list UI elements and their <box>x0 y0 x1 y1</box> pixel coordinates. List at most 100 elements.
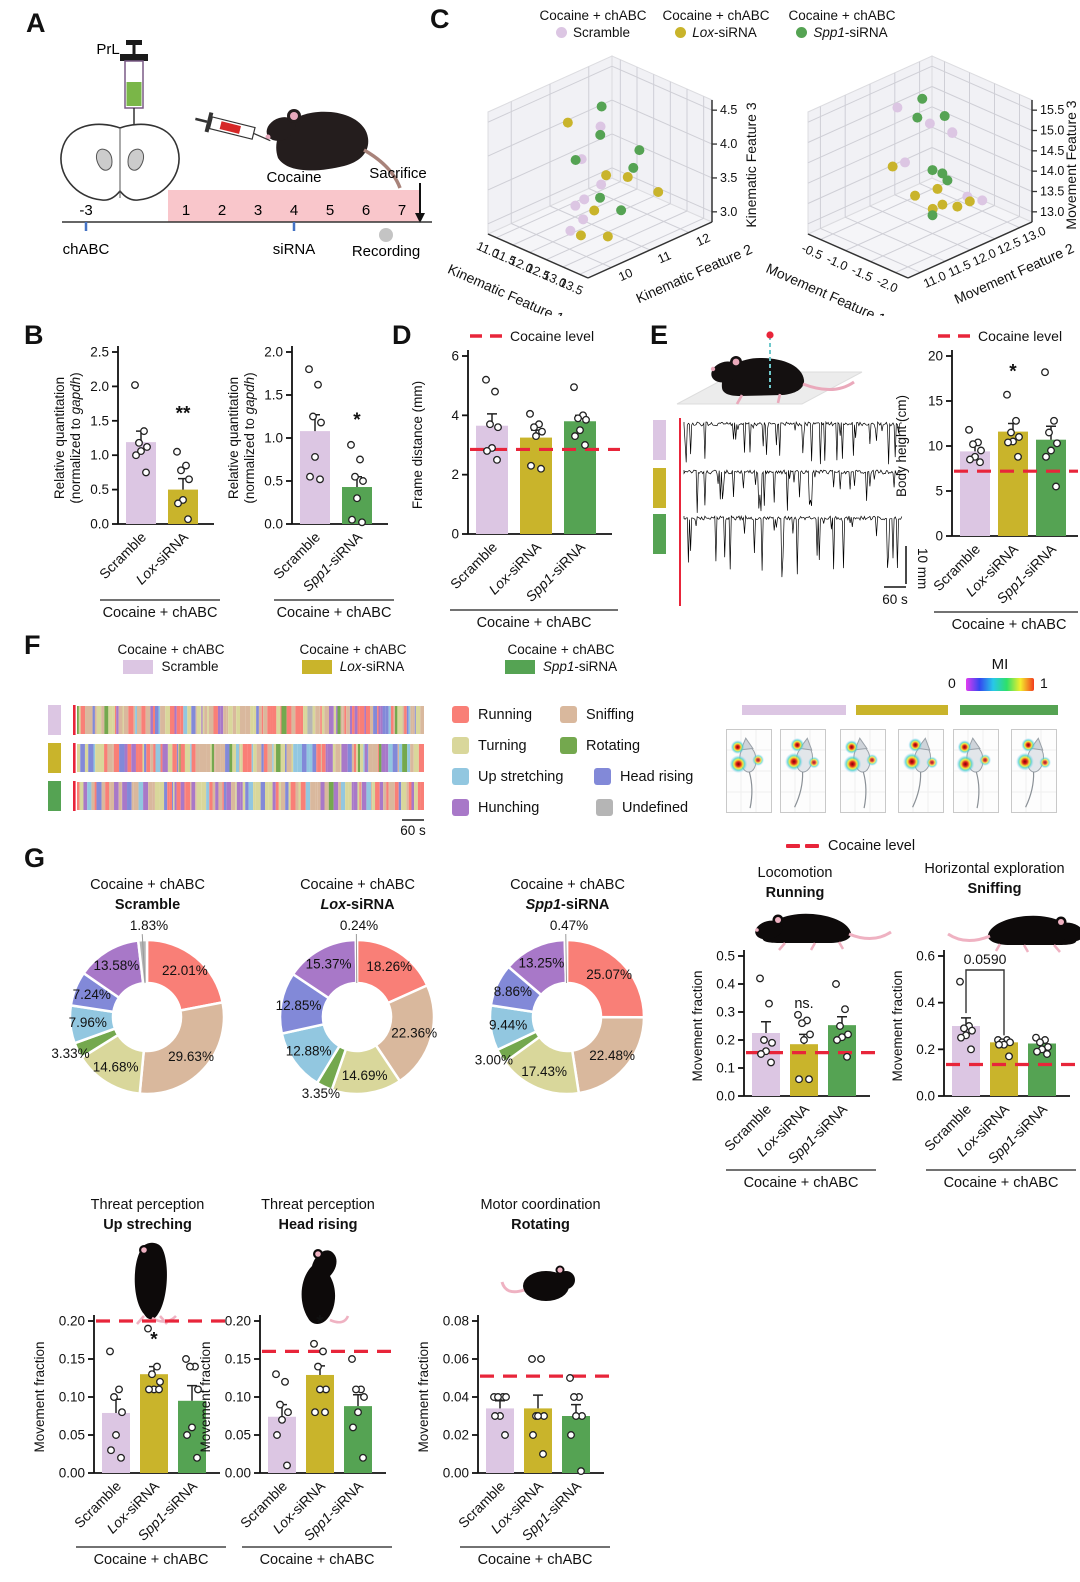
scatter-point <box>570 201 580 211</box>
data-point <box>274 1432 281 1439</box>
data-point <box>483 376 490 383</box>
data-point <box>354 495 361 502</box>
recording-dot-icon <box>379 228 393 242</box>
movement-heatmap <box>898 729 944 813</box>
behavior-donut-lox: 18.26%22.36%14.69%3.35%12.88%12.85%15.37… <box>260 902 455 1119</box>
data-point <box>492 1413 499 1420</box>
day-6: 6 <box>362 202 370 219</box>
svg-text:0.20: 0.20 <box>225 1314 251 1329</box>
svg-text:2.5: 2.5 <box>90 345 109 360</box>
data-point <box>189 1424 196 1431</box>
slice-label: 0.24% <box>340 918 378 933</box>
slice-label: 22.36% <box>391 1025 437 1040</box>
data-point <box>578 1468 585 1475</box>
panel-label-f: F <box>24 630 41 661</box>
svg-text:2.0: 2.0 <box>264 345 283 360</box>
chabc-label: chABC <box>63 241 110 258</box>
data-point <box>766 1000 773 1007</box>
slice-label: 0.47% <box>550 918 588 933</box>
svg-text:13.0: 13.0 <box>1040 205 1064 219</box>
scatter-point <box>653 187 663 197</box>
lox-dot-icon <box>675 27 686 38</box>
data-point <box>116 1386 123 1393</box>
data-point <box>833 981 840 988</box>
legend-rotating: Rotating <box>560 737 640 754</box>
group-condition-label: Cocaine + chABC <box>277 605 392 621</box>
scatter-point <box>616 205 626 215</box>
data-point <box>842 1006 849 1013</box>
data-point <box>144 444 151 451</box>
data-point <box>133 452 140 459</box>
svg-text:13.0: 13.0 <box>1020 224 1048 247</box>
data-point <box>977 459 984 466</box>
bar-Lox-siRNA <box>168 490 198 524</box>
day-3: 3 <box>254 202 262 219</box>
slice-label: 12.88% <box>286 1044 332 1059</box>
bar-Lox-siRNA <box>998 432 1028 536</box>
scatter-point <box>578 214 588 224</box>
small-syringe-icon <box>193 109 274 147</box>
scramble-bar-icon <box>742 705 846 715</box>
legend-turning: Turning <box>452 737 527 754</box>
data-point <box>1013 418 1020 425</box>
row-group-tab <box>48 743 61 773</box>
data-point <box>582 442 589 449</box>
scramble-swatch-icon <box>123 660 153 674</box>
day-minus3: -3 <box>79 202 92 219</box>
significance-label: ns. <box>794 996 813 1012</box>
scatter-point <box>892 103 902 113</box>
data-point <box>573 1413 580 1420</box>
svg-text:2.0: 2.0 <box>90 379 109 394</box>
group-condition-label: Cocaine + chABC <box>944 1175 1059 1191</box>
data-point <box>969 1027 976 1034</box>
legend-group-scramble: Cocaine + chABC Scramble <box>528 8 658 40</box>
kin3d-svg: 11.011.512.012.513.013.51011123.03.54.04… <box>428 42 762 316</box>
prl-label: PrL <box>96 41 119 58</box>
svg-text:4.0: 4.0 <box>720 137 737 151</box>
data-point <box>311 1341 318 1348</box>
svg-text:Movement fraction: Movement fraction <box>690 970 705 1081</box>
scatter-point <box>940 111 950 121</box>
svg-text:Movement fraction: Movement fraction <box>890 970 905 1081</box>
scatter-point <box>912 113 922 123</box>
z-axis-title: Movement Feature 3 <box>1063 100 1079 229</box>
mi-max-label: 1 <box>1040 675 1048 691</box>
data-point <box>318 419 325 426</box>
data-point <box>107 1348 114 1355</box>
data-point <box>1046 429 1053 436</box>
legend-head-rising: Head rising <box>594 768 693 785</box>
svg-text:Relative quantitation: Relative quantitation <box>226 377 241 499</box>
cocaine-level-legend: Cocaine level <box>786 838 915 854</box>
legend-condition: Cocaine + chABC <box>650 8 782 23</box>
data-point <box>484 448 491 455</box>
legend-group-lox: Cocaine + chABC Lox-siRNA <box>650 8 782 40</box>
data-point <box>967 456 974 463</box>
bar-Scramble <box>960 451 990 536</box>
data-point <box>495 1394 502 1401</box>
experiment-timeline-illustration: PrL Cocaine Sacrifice 1 2 3 <box>50 30 450 280</box>
svg-text:Movement fraction: Movement fraction <box>416 1341 431 1452</box>
panel-label-g: G <box>24 843 45 874</box>
time-scale-label: 60 s <box>400 823 426 838</box>
bar-Spp1-siRNA <box>564 421 596 534</box>
data-point <box>583 416 590 423</box>
svg-text:14.5: 14.5 <box>1040 144 1064 158</box>
data-point <box>307 473 314 480</box>
data-point <box>535 1413 542 1420</box>
cocaine-label: Cocaine <box>266 169 321 186</box>
svg-text:0.05: 0.05 <box>225 1428 251 1443</box>
legend-hunching: Hunching <box>452 799 539 816</box>
svg-text:6: 6 <box>451 349 459 364</box>
svg-text:0.5: 0.5 <box>90 482 109 497</box>
data-point <box>768 1059 775 1066</box>
scatter-point <box>589 206 599 216</box>
lox-bar-icon <box>856 705 948 715</box>
scatter-point <box>937 200 947 210</box>
scramble-dot-icon <box>556 27 567 38</box>
